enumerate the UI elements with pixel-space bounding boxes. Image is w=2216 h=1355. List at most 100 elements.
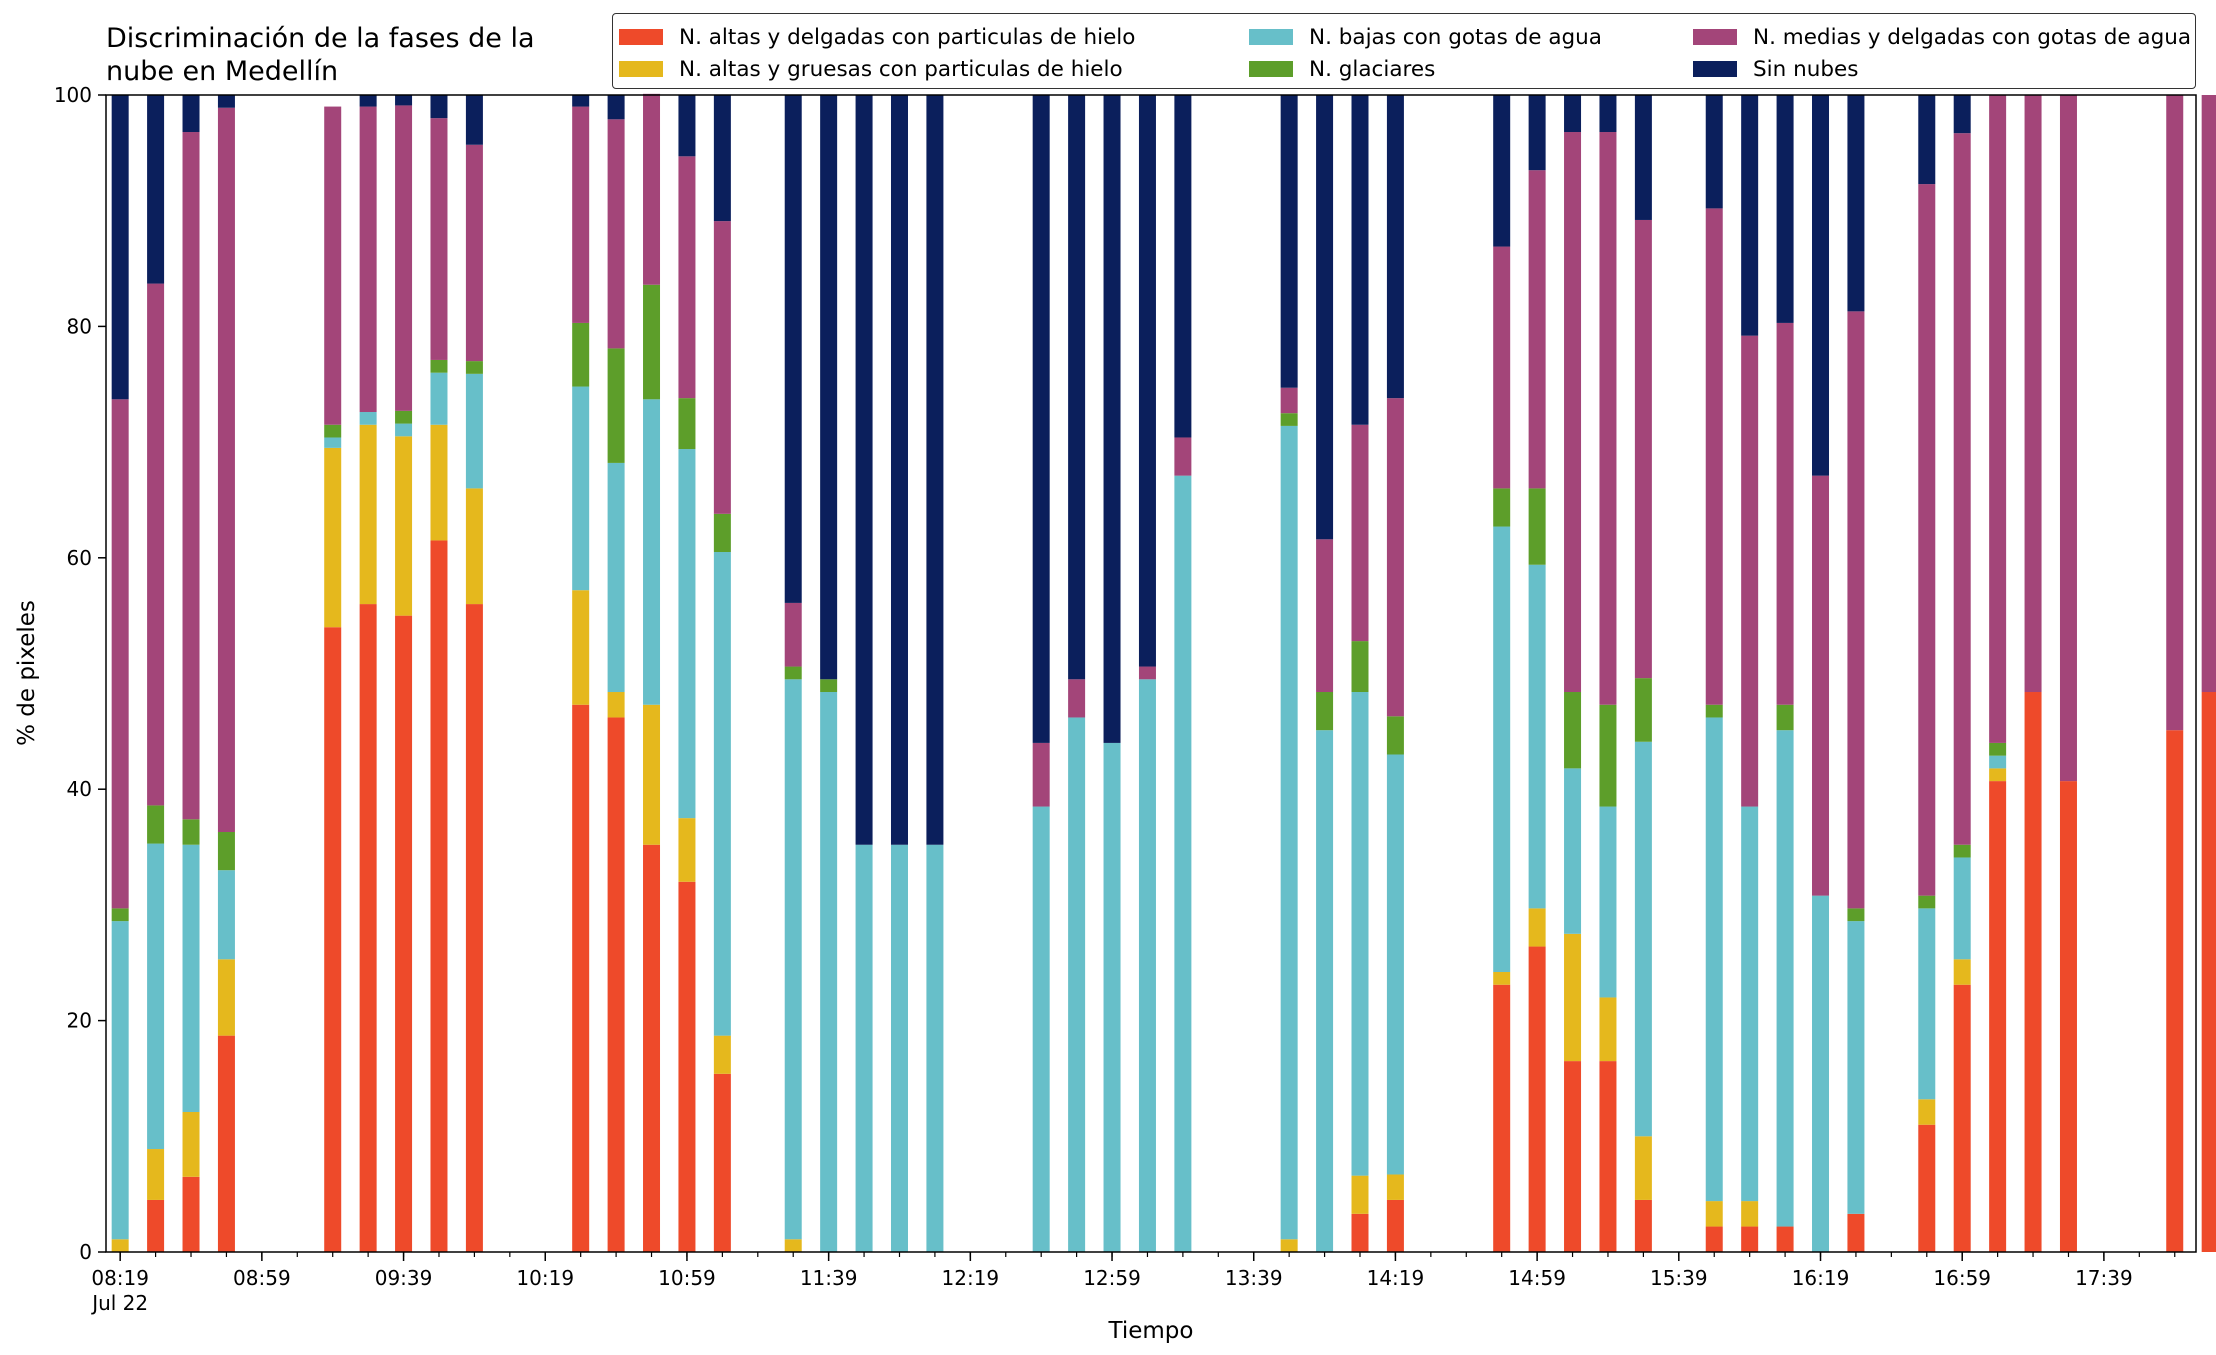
bar-segment-s2-t34 [1316, 730, 1334, 1252]
x-tick-label: 12:59 [1083, 1266, 1141, 1290]
bar-segment-s1-t51 [1918, 1099, 1936, 1125]
bar-segment-s0-t45 [1705, 1226, 1723, 1252]
bar-segment-s5-t51 [1918, 95, 1936, 185]
bar-segment-s4-t46 [1741, 335, 1759, 807]
bar-segment-s4-t19 [784, 602, 802, 667]
bar-segment-s0-t35 [1351, 1213, 1369, 1252]
bar-segment-s2-t27 [1068, 717, 1086, 1252]
bar-segment-s2-t7 [359, 412, 377, 425]
bar-segment-s2-t10 [465, 373, 483, 489]
x-tick-label: 16:59 [1933, 1266, 1991, 1290]
bar-segment-s5-t23 [926, 95, 944, 845]
bar-segment-s5-t13 [572, 95, 590, 107]
bar-segment-s2-t16 [678, 449, 696, 819]
bar-segment-s5-t16 [678, 95, 696, 157]
bar-segment-s5-t43 [1634, 95, 1652, 220]
bar-segment-s0-t8 [395, 615, 413, 1252]
x-tick-label: 13:39 [1225, 1266, 1283, 1290]
bar-segment-s5-t1 [147, 95, 165, 284]
bar-segment-s3-t36 [1386, 716, 1404, 755]
bar-segment-s2-t26 [1032, 806, 1050, 1252]
bar-segment-s5-t42 [1599, 95, 1617, 133]
bar-segment-s1-t6 [324, 447, 342, 628]
bar-segment-s2-t20 [820, 692, 838, 1252]
bar-segment-s2-t23 [926, 844, 944, 1252]
bar-segment-s3-t51 [1918, 895, 1936, 909]
bar-segment-s3-t20 [820, 679, 838, 693]
bar-segment-s0-t51 [1918, 1124, 1936, 1252]
y-tick-label: 60 [67, 546, 92, 570]
bar-segment-s4-t49 [1847, 311, 1865, 909]
bar-segment-s3-t0 [111, 908, 129, 922]
y-tick-label: 40 [67, 777, 92, 801]
bar-segment-s3-t52 [1953, 844, 1971, 858]
bar-segment-s4-t0 [111, 399, 129, 909]
bar-segment-s0-t1 [147, 1199, 165, 1252]
bar-segment-s0-t59 [2201, 692, 2216, 1252]
bar-segment-s1-t53 [1989, 768, 2007, 782]
bar-segment-s2-t13 [572, 386, 590, 591]
bar-segment-s0-t41 [1564, 1061, 1582, 1252]
bar-segment-s2-t47 [1776, 730, 1794, 1227]
bar-segment-s2-t15 [643, 399, 661, 705]
bar-segment-s1-t36 [1386, 1174, 1404, 1200]
x-tick-label: 14:19 [1367, 1266, 1425, 1290]
bar-segment-s2-t21 [855, 844, 873, 1252]
bar-segment-s3-t41 [1564, 692, 1582, 769]
y-axis: 0 20 40 60 80 100 [54, 83, 106, 1264]
bar-segment-s5-t22 [890, 95, 908, 845]
bar-segment-s4-t14 [607, 119, 625, 349]
bar-segment-s1-t15 [643, 704, 661, 845]
bar-segment-s5-t8 [395, 95, 413, 106]
x-tick-sublabel: Jul 22 [90, 1291, 148, 1315]
bar-segment-s5-t46 [1741, 95, 1759, 336]
x-axis-label: Tiempo [1108, 1318, 1194, 1344]
bar-segment-s5-t35 [1351, 95, 1369, 425]
bar-segment-s0-t53 [1989, 781, 2007, 1252]
bar-segment-s5-t41 [1564, 95, 1582, 133]
bar-segment-s1-t17 [713, 1035, 731, 1074]
legend-label: N. glaciares [1309, 56, 1436, 82]
bar-segment-s5-t29 [1138, 95, 1156, 667]
bar-segment-s4-t3 [217, 107, 235, 833]
bar-segment-s3-t9 [430, 359, 448, 373]
legend-swatch [619, 29, 663, 45]
x-tick-label: 08:19 [91, 1266, 149, 1290]
bar-segment-s3-t1 [147, 805, 165, 844]
bar-segment-s3-t2 [182, 819, 200, 845]
bar-segment-s4-t47 [1776, 322, 1794, 705]
bar-segment-s1-t42 [1599, 997, 1617, 1062]
bar-segment-s5-t2 [182, 95, 200, 133]
bar-segment-s1-t9 [430, 424, 448, 541]
x-tick-label: 08:59 [233, 1266, 291, 1290]
bar-segment-s5-t39 [1493, 95, 1511, 247]
legend-swatch [1249, 29, 1293, 45]
bar-segment-s5-t9 [430, 95, 448, 119]
bar-segment-s2-t29 [1138, 679, 1156, 1252]
bar-segment-s4-t13 [572, 106, 590, 323]
bar-segment-s3-t6 [324, 424, 342, 438]
bar-segment-s4-t8 [395, 105, 413, 411]
bar-segment-s5-t10 [465, 95, 483, 145]
bar-segment-s0-t42 [1599, 1061, 1617, 1252]
bar-segment-s0-t40 [1528, 946, 1546, 1252]
bar-segment-s0-t46 [1741, 1226, 1759, 1252]
legend-item: N. altas y gruesas con particulas de hie… [619, 54, 1123, 84]
y-tick-label: 20 [67, 1009, 92, 1033]
bar-segment-s3-t13 [572, 322, 590, 387]
legend-swatch [1249, 61, 1293, 77]
bar-segment-s1-t16 [678, 818, 696, 882]
bar-segment-s4-t48 [1812, 475, 1830, 896]
bar-segment-s1-t13 [572, 590, 590, 705]
bar-segment-s2-t1 [147, 843, 165, 1150]
bar-segment-s2-t3 [217, 870, 235, 960]
legend-swatch [619, 61, 663, 77]
bar-segment-s5-t48 [1812, 95, 1830, 476]
x-tick-label: 14:59 [1508, 1266, 1566, 1290]
x-tick-label: 15:39 [1650, 1266, 1708, 1290]
legend: N. altas y delgadas con particulas de hi… [612, 13, 2196, 89]
bar-segment-s0-t55 [2059, 781, 2077, 1252]
bar-segment-s3-t15 [643, 284, 661, 400]
legend-swatch [1693, 29, 1737, 45]
bar-segment-s5-t33 [1280, 95, 1298, 388]
